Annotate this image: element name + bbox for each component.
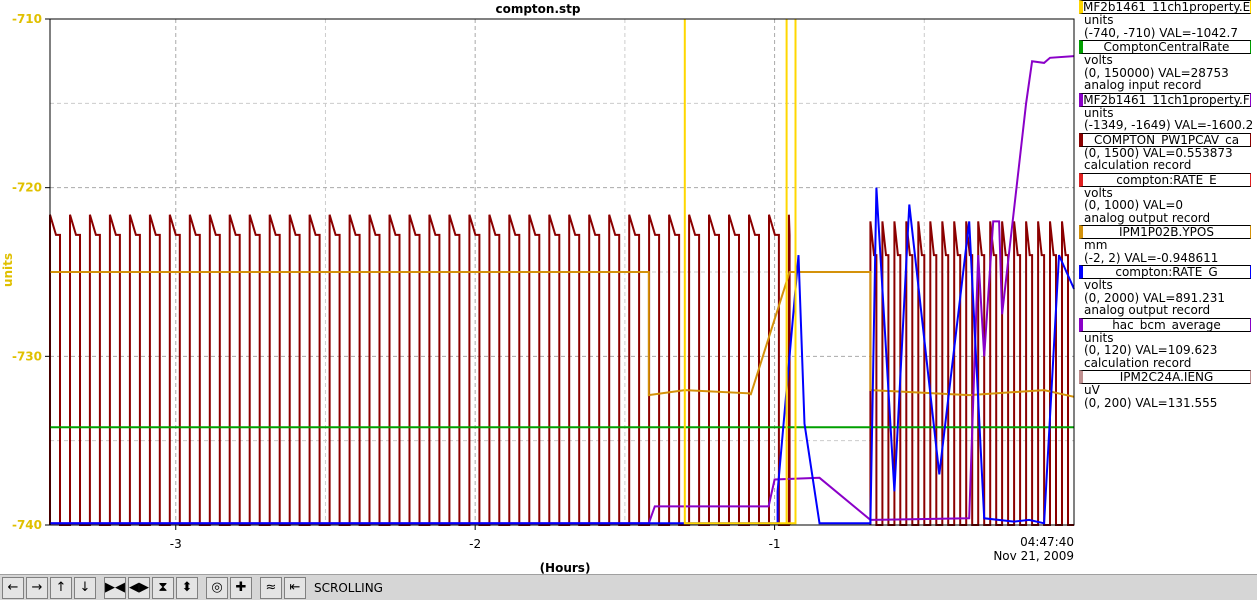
legend-detail-line: volts	[1084, 53, 1113, 67]
zoom-out-x-button[interactable]: ◀▶	[128, 576, 150, 599]
legend-detail-line: analog output record	[1084, 210, 1211, 225]
legend-trace-button[interactable]: IPM2C24A.IENG	[1079, 370, 1251, 384]
legend-detail-line: units	[1084, 105, 1114, 120]
zoom-in-y-icon: ⧗	[158, 580, 168, 595]
zoom-out-y-button[interactable]: ⬍	[176, 576, 198, 599]
chart-title: compton.stp	[495, 2, 580, 16]
legend-detail-line: calculation record	[1084, 158, 1192, 172]
y-axis-label: units	[1, 253, 15, 287]
legend-detail-line: analog input record	[1084, 78, 1202, 92]
plot-frame	[49, 18, 1075, 526]
legend-item[interactable]: MF2b1461_11ch1property.F units (-1349, -16…	[1078, 92, 1257, 132]
arrow-left-icon: ←	[7, 580, 19, 595]
x-tick-label: -2	[469, 537, 481, 551]
legend-detail-line: units	[1084, 330, 1114, 345]
legend-detail-line: (0, 200) VAL=131.555	[1084, 395, 1218, 410]
y-tick-label: -710	[12, 12, 42, 26]
plus-icon: ✚	[235, 580, 247, 595]
legend-trace-button[interactable]: MF2b1461_11ch1property.F	[1079, 92, 1251, 107]
scroll-down-button[interactable]: ↓	[74, 576, 96, 599]
legend-detail-line: units	[1084, 13, 1114, 27]
legend-detail-line: volts	[1084, 185, 1113, 200]
legend-trace-button[interactable]: hac_bcm_average	[1079, 317, 1251, 332]
x-tick-label: -1	[769, 537, 781, 551]
legend-trace-button[interactable]: MF2b1461_11ch1property.E	[1079, 0, 1251, 14]
date-label: Nov 21, 2009	[993, 549, 1074, 563]
legend-trace-button[interactable]: compton:RATE_G	[1079, 265, 1251, 279]
legend: MF2b1461_11ch1property.E units (-740, -710…	[1078, 0, 1257, 410]
arrow-down-icon: ↓	[79, 580, 91, 595]
stagger-button[interactable]: ≈	[260, 576, 282, 599]
legend-detail-line: mm	[1084, 238, 1108, 252]
legend-detail-line: uV	[1084, 383, 1100, 397]
legend-detail-line: (0, 1000) VAL=0	[1084, 198, 1184, 212]
toolbar: ← → ↑ ↓ ▶◀ ◀▶ ⧗ ⬍ ◎ ✚ ≈ ⇤ SCROLLING	[0, 574, 1257, 600]
scroll-left-button[interactable]: ←	[2, 576, 24, 599]
arrow-up-icon: ↑	[55, 580, 67, 595]
zoom-in-y-button[interactable]: ⧗	[152, 576, 174, 599]
legend-trace-button[interactable]: IPM1P02B.YPOS	[1079, 225, 1251, 239]
legend-detail-line: (0, 120) VAL=109.623	[1084, 343, 1218, 357]
legend-trace-button[interactable]: ComptonCentralRate	[1079, 40, 1251, 54]
y-tick-label: -730	[12, 349, 42, 363]
legend-item[interactable]: MF2b1461_11ch1property.E units (-740, -710…	[1078, 0, 1257, 39]
scroll-right-button[interactable]: →	[26, 576, 48, 599]
x-tick-label: -3	[170, 537, 182, 551]
pan-back-icon: ⇤	[289, 580, 301, 595]
autoscale-button[interactable]: ◎	[206, 576, 228, 599]
y-tick-label: -720	[12, 181, 42, 195]
pan-back-button[interactable]: ⇤	[284, 576, 306, 599]
legend-item[interactable]: compton:RATE_E volts (0, 1000) VAL=0 analog…	[1078, 172, 1257, 225]
autoscale-icon: ◎	[211, 580, 223, 595]
zoom-in-x-icon: ▶◀	[105, 580, 125, 595]
legend-item[interactable]: IPM1P02B.YPOS mm (-2, 2) VAL=-0.948611	[1078, 225, 1257, 264]
scroll-up-button[interactable]: ↑	[50, 576, 72, 599]
legend-detail-line: (-1349, -1649) VAL=-1600.2	[1084, 118, 1254, 132]
legend-trace-button[interactable]: COMPTON_PW1PCAV_ca	[1079, 132, 1251, 147]
legend-detail-line: (-740, -710) VAL=-1042.7	[1084, 25, 1238, 40]
zoom-out-x-icon: ◀▶	[129, 580, 149, 595]
legend-item[interactable]: hac_bcm_average units (0, 120) VAL=109.623…	[1078, 317, 1257, 370]
stagger-icon: ≈	[265, 580, 277, 595]
arrow-right-icon: →	[31, 580, 43, 595]
legend-item[interactable]: IPM2C24A.IENG uV (0, 200) VAL=131.555	[1078, 370, 1257, 409]
series-line-ipm1p02b-ypos	[50, 271, 1075, 398]
series-line-mf2b1461-11ch1property-e	[683, 19, 797, 525]
legend-item[interactable]: compton:RATE_G volts (0, 2000) VAL=891.231…	[1078, 265, 1257, 317]
scrolling-mode-label: SCROLLING	[314, 580, 383, 595]
time-label: 04:47:40	[1020, 535, 1074, 549]
legend-trace-button[interactable]: compton:RATE_E	[1079, 172, 1251, 187]
add-button[interactable]: ✚	[230, 576, 252, 599]
legend-detail-line: (0, 1500) VAL=0.553873	[1084, 145, 1233, 160]
legend-detail-line: (-2, 2) VAL=-0.948611	[1084, 250, 1219, 265]
legend-detail-line: volts	[1084, 278, 1113, 292]
legend-detail-line: (0, 2000) VAL=891.231	[1084, 290, 1225, 305]
legend-item[interactable]: COMPTON_PW1PCAV_ca (0, 1500) VAL=0.553873…	[1078, 132, 1257, 172]
stripchart-plot: compton.stp units (Hours) 04:47:40 Nov 2…	[1, 2, 1075, 574]
legend-detail-line: calculation record	[1084, 355, 1192, 370]
zoom-in-x-button[interactable]: ▶◀	[104, 576, 126, 599]
series-line-hac-bcm-average	[50, 55, 1075, 525]
series-line-compton-pw1pcav-ca	[49, 214, 791, 526]
zoom-out-y-icon: ⬍	[181, 580, 193, 595]
legend-detail-line: analog output record	[1084, 303, 1211, 317]
y-tick-label: -740	[12, 518, 42, 532]
legend-item[interactable]: ComptonCentralRate volts (0, 150000) VAL=2…	[1078, 40, 1257, 92]
x-axis-label: (Hours)	[540, 561, 591, 574]
legend-detail-line: (0, 150000) VAL=28753	[1084, 65, 1229, 80]
